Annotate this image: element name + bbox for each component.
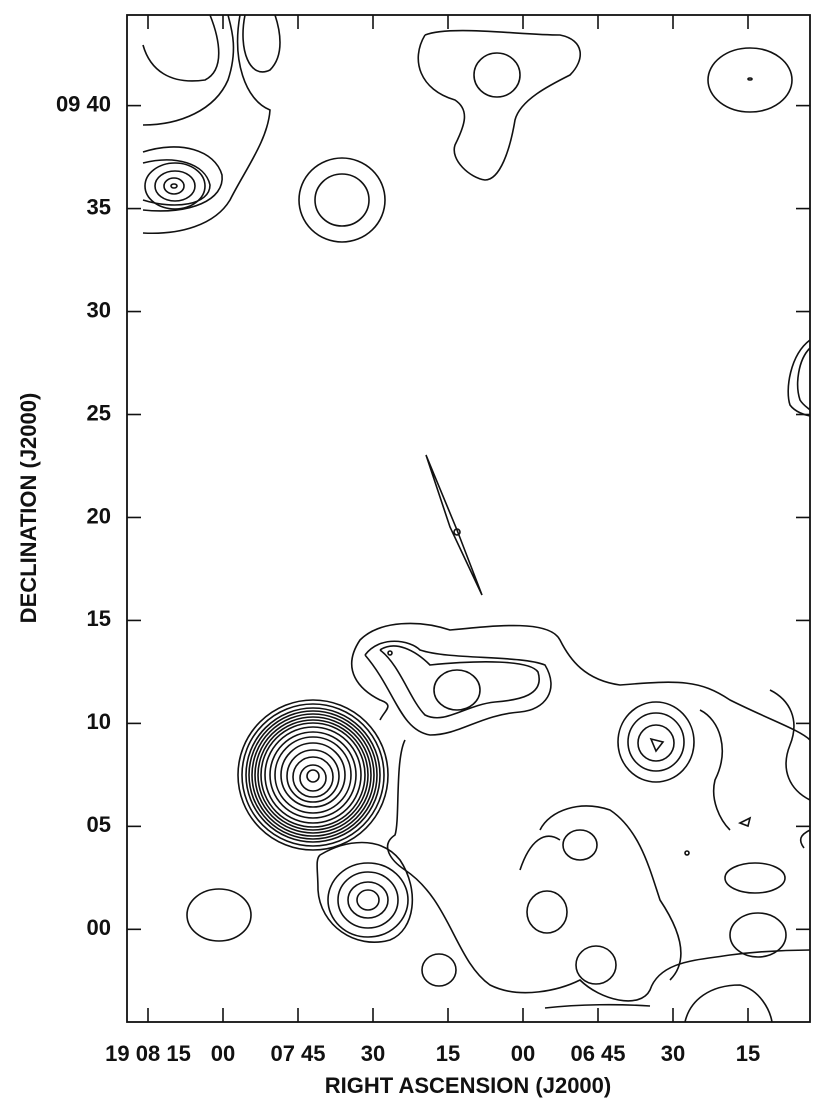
y-axis-label: DECLINATION (J2000) (16, 393, 41, 624)
y-tick-label: 09 40 (56, 91, 111, 116)
y-tick-label: 15 (87, 606, 111, 631)
x-axis-label: RIGHT ASCENSION (J2000) (325, 1073, 611, 1098)
y-tick-label: 35 (87, 194, 111, 219)
x-tick-label: 07 45 (270, 1041, 325, 1066)
x-tick-label: 00 (211, 1041, 235, 1066)
y-tick-label: 25 (87, 400, 111, 425)
x-tick-label: 06 45 (570, 1041, 625, 1066)
y-tick-label: 20 (87, 503, 111, 528)
contours (142, 14, 811, 1023)
x-tick-label: 00 (511, 1041, 535, 1066)
x-tick-label: 15 (436, 1041, 460, 1066)
x-tick-label: 30 (361, 1041, 385, 1066)
plot-frame (126, 14, 811, 1023)
y-tick-label: 05 (87, 812, 111, 837)
y-tick-label: 10 (87, 709, 111, 734)
x-tick-label: 30 (661, 1041, 685, 1066)
x-tick-label: 15 (736, 1041, 760, 1066)
y-tick-label: 30 (87, 297, 111, 322)
x-tick-label: 19 08 15 (105, 1041, 191, 1066)
y-tick-label: 00 (87, 915, 111, 940)
